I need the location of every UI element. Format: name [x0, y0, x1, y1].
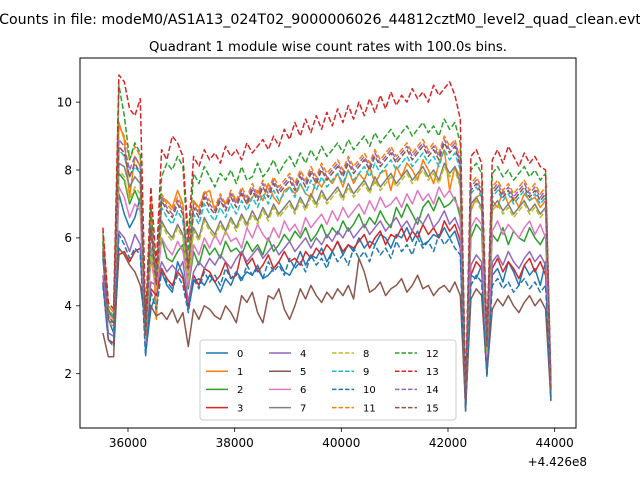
series-line-2	[102, 172, 552, 405]
series-line-6	[102, 186, 552, 405]
chart-title: Quadrant 1 module wise count rates with …	[149, 40, 507, 55]
x-tick-label: 36000	[109, 436, 147, 450]
series-line-10	[102, 233, 552, 412]
axes-frame	[79, 57, 577, 429]
series-line-12	[102, 84, 552, 399]
y-tick-label: 2	[64, 367, 72, 381]
plot-area	[79, 57, 577, 429]
y-tick-label: 8	[64, 163, 72, 177]
series-line-7	[102, 162, 552, 405]
legend-label-4: 4	[300, 349, 306, 360]
series-line-14	[102, 138, 552, 402]
y-axis: 2 4 6 8 10	[57, 95, 80, 381]
series-line-0	[102, 193, 552, 412]
legend-label-13: 13	[426, 367, 439, 378]
x-axis: 36000 38000 40000 42000 44000	[109, 428, 574, 450]
x-axis-offset-label: +4.426e8	[528, 455, 587, 469]
legend-label-9: 9	[363, 367, 369, 378]
y-tick-label: 10	[57, 95, 72, 109]
legend-label-3: 3	[237, 403, 243, 414]
legend-label-1: 1	[237, 367, 243, 378]
x-tick-label: 42000	[429, 436, 467, 450]
x-tick-label: 40000	[322, 436, 360, 450]
series-layer	[102, 74, 552, 412]
series-line-11	[102, 125, 552, 402]
legend-label-0: 0	[237, 349, 243, 360]
figure-suptitle: Counts in file: modeM0/AS1A13_024T02_900…	[0, 12, 640, 28]
legend-label-2: 2	[237, 385, 243, 396]
series-line-8	[102, 165, 552, 405]
series-line-9	[102, 148, 552, 402]
legend-label-8: 8	[363, 349, 369, 360]
legend-label-15: 15	[426, 403, 439, 414]
legend-label-7: 7	[300, 403, 306, 414]
y-tick-label: 4	[64, 299, 72, 313]
legend-label-5: 5	[300, 367, 306, 378]
y-tick-label: 6	[64, 231, 72, 245]
series-line-5	[102, 247, 552, 409]
series-line-13	[102, 74, 552, 395]
legend-label-6: 6	[300, 385, 306, 396]
legend-label-12: 12	[426, 349, 439, 360]
x-tick-label: 44000	[536, 436, 574, 450]
legend-label-10: 10	[363, 385, 376, 396]
legend-label-14: 14	[426, 385, 439, 396]
series-line-4	[102, 210, 552, 409]
series-line-15	[102, 142, 552, 402]
x-tick-label: 38000	[216, 436, 254, 450]
legend-label-11: 11	[363, 403, 376, 414]
legend-frame	[199, 339, 457, 421]
